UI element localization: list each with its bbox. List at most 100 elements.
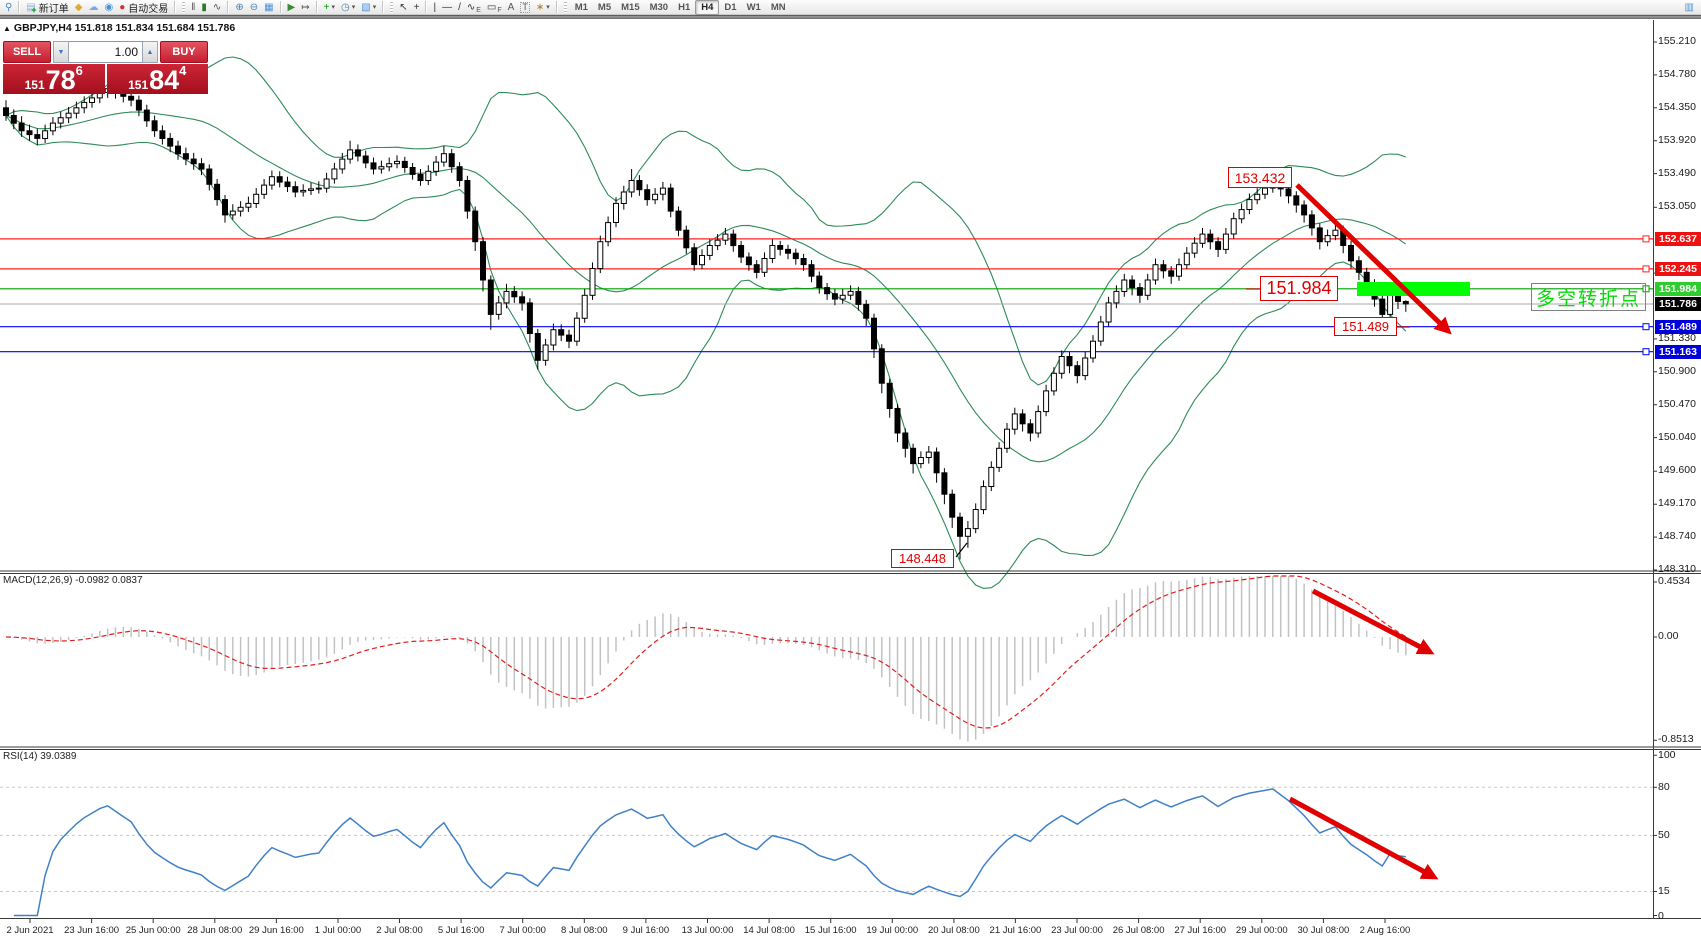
horizontal-line-icon[interactable]: — bbox=[442, 1, 453, 13]
price-annotation-label[interactable]: 151.489 bbox=[1334, 317, 1397, 336]
autotrading-button[interactable]: ● 自动交易 bbox=[119, 1, 169, 15]
price-annotation-label[interactable]: 148.448 bbox=[891, 549, 954, 568]
candlestick-chart-icon[interactable]: ▮ bbox=[201, 1, 207, 13]
ask-big-digits: 84 bbox=[149, 65, 180, 95]
cursor-icon[interactable]: ↖ bbox=[399, 1, 408, 13]
volume-decrease-button[interactable]: ▼ bbox=[53, 41, 69, 63]
zoom-in-icon[interactable]: ⊕ bbox=[235, 1, 244, 13]
line-chart-icon[interactable]: ∿ bbox=[212, 1, 222, 13]
fibonacci-icon[interactable]: ▭ F bbox=[486, 1, 502, 14]
tf-mn-button[interactable]: MN bbox=[770, 1, 786, 13]
date-tick-label: 25 Jun 00:00 bbox=[125, 925, 181, 936]
tf-m15-button[interactable]: M15 bbox=[621, 1, 640, 13]
bid-price[interactable]: 151 78 6 bbox=[3, 64, 105, 94]
chart-shift-icon[interactable]: ↦ bbox=[301, 1, 310, 13]
toolbar-drag-handle bbox=[563, 1, 567, 13]
crosshair-icon[interactable]: + bbox=[413, 1, 420, 13]
tf-h1-button[interactable]: H1 bbox=[678, 1, 691, 13]
rsi-tick-label: 50 bbox=[1658, 829, 1670, 842]
tf-d1-button[interactable]: D1 bbox=[724, 1, 737, 13]
price-badge: 151.163 bbox=[1655, 344, 1701, 359]
periods-button[interactable]: ◷ ▾ bbox=[341, 1, 356, 13]
price-tick-label: 154.350 bbox=[1658, 100, 1696, 113]
history-center-icon[interactable]: ◆ bbox=[74, 1, 83, 13]
ask-prefix: 151 bbox=[128, 78, 149, 92]
toolbar-separator bbox=[555, 1, 558, 13]
date-tick-label: 20 Jul 08:00 bbox=[927, 925, 980, 936]
trendline-icon[interactable]: / bbox=[458, 1, 461, 13]
text-icon[interactable]: A bbox=[507, 1, 515, 13]
magnifier-icon[interactable]: ⚲ bbox=[5, 1, 13, 13]
templates-button[interactable]: ▧ ▾ bbox=[361, 1, 377, 13]
annotation-leader-line bbox=[955, 542, 968, 558]
new-order-button[interactable]: ▤ + 新订单 bbox=[26, 1, 69, 15]
rsi-graphics bbox=[0, 786, 1653, 917]
highlight-rectangle[interactable] bbox=[1357, 282, 1470, 296]
date-tick-label: 1 Jul 00:00 bbox=[314, 925, 362, 936]
toolbar-drag-handle bbox=[182, 1, 186, 13]
trend-arrow[interactable] bbox=[1311, 588, 1435, 655]
toolbar-separator bbox=[174, 1, 177, 13]
date-tick-label: 14 Jul 08:00 bbox=[743, 925, 795, 936]
date-tick-label: 28 Jun 08:00 bbox=[187, 925, 243, 936]
tf-w1-button[interactable]: W1 bbox=[746, 1, 761, 13]
note-annotation-label[interactable]: 多空转折点 bbox=[1531, 283, 1646, 311]
bid-big-digits: 78 bbox=[45, 65, 76, 95]
date-tick-label: 29 Jul 00:00 bbox=[1235, 925, 1288, 936]
chart-profile-icon[interactable]: ▥ bbox=[1684, 2, 1694, 13]
vertical-line-icon[interactable]: | bbox=[433, 1, 437, 13]
price-tick-label: 150.040 bbox=[1658, 430, 1696, 443]
buy-button[interactable]: BUY bbox=[160, 41, 208, 63]
price-badge: 151.786 bbox=[1655, 296, 1701, 311]
tf-h4-button[interactable]: H4 bbox=[695, 0, 720, 15]
date-tick-label: 29 Jun 16:00 bbox=[248, 925, 304, 936]
date-tick-label: 23 Jun 16:00 bbox=[64, 925, 120, 936]
one-click-trading-panel: SELL ▼ ▲ BUY 151 78 6 151 84 4 bbox=[3, 41, 208, 94]
arrows-button[interactable]: ∗ ▾ bbox=[535, 1, 550, 13]
rsi-tick-label: 80 bbox=[1658, 781, 1670, 794]
indicators-button[interactable]: + ▾ bbox=[323, 1, 335, 13]
sell-button[interactable]: SELL bbox=[3, 41, 51, 63]
toolbar-separator bbox=[382, 1, 385, 13]
rsi-tick-label: 100 bbox=[1658, 749, 1676, 762]
cloud-icon[interactable]: ☁ bbox=[88, 1, 99, 13]
toolbar-separator bbox=[18, 1, 21, 13]
trend-arrow[interactable] bbox=[1295, 183, 1452, 335]
price-tick-label: 154.780 bbox=[1658, 67, 1696, 80]
tf-m30-button[interactable]: M30 bbox=[649, 1, 669, 13]
date-tick-label: 21 Jul 16:00 bbox=[989, 925, 1042, 936]
toolbar-separator bbox=[227, 1, 230, 13]
rsi-tick-label: 0 bbox=[1658, 909, 1664, 922]
price-annotation-label[interactable]: 153.432 bbox=[1228, 167, 1292, 188]
autoscroll-icon[interactable]: ▶ bbox=[287, 1, 296, 13]
tf-m5-button[interactable]: M5 bbox=[597, 1, 612, 13]
macd-tick-label: 0.00 bbox=[1658, 630, 1679, 642]
ask-price[interactable]: 151 84 4 bbox=[106, 63, 208, 95]
zoom-out-icon[interactable]: ⊖ bbox=[249, 1, 259, 13]
price-badge: 151.984 bbox=[1655, 281, 1701, 296]
price-annotation-label[interactable]: 151.984 bbox=[1260, 276, 1338, 301]
window-border bbox=[0, 15, 1701, 19]
price-tick-label: 151.330 bbox=[1658, 331, 1696, 344]
price-tick-label: 153.050 bbox=[1658, 200, 1696, 213]
collapse-icon[interactable]: ▲ bbox=[3, 24, 11, 33]
volume-input[interactable] bbox=[69, 41, 142, 63]
bid-prefix: 151 bbox=[24, 78, 45, 92]
chart-bars-icon[interactable]: ‖ bbox=[191, 1, 196, 13]
date-tick-label: 26 Jul 08:00 bbox=[1112, 925, 1165, 936]
macd-tick-label: -0.8513 bbox=[1658, 733, 1694, 746]
trend-arrow[interactable] bbox=[1288, 796, 1439, 880]
tile-windows-icon[interactable]: ▦ bbox=[264, 1, 274, 13]
price-tick-label: 150.900 bbox=[1658, 364, 1696, 377]
text-label-icon[interactable]: T bbox=[520, 1, 530, 13]
signals-icon[interactable]: ◉ bbox=[104, 1, 114, 13]
tf-m1-button[interactable]: M1 bbox=[574, 1, 588, 13]
price-badge: 152.245 bbox=[1655, 261, 1701, 276]
ask-pip-digit: 4 bbox=[179, 63, 187, 78]
price-tick-label: 149.170 bbox=[1658, 497, 1696, 510]
elliott-wave-icon[interactable]: ∿ E bbox=[466, 1, 481, 14]
volume-increase-button[interactable]: ▲ bbox=[142, 41, 158, 63]
date-tick-label: 2 Aug 16:00 bbox=[1359, 925, 1411, 936]
